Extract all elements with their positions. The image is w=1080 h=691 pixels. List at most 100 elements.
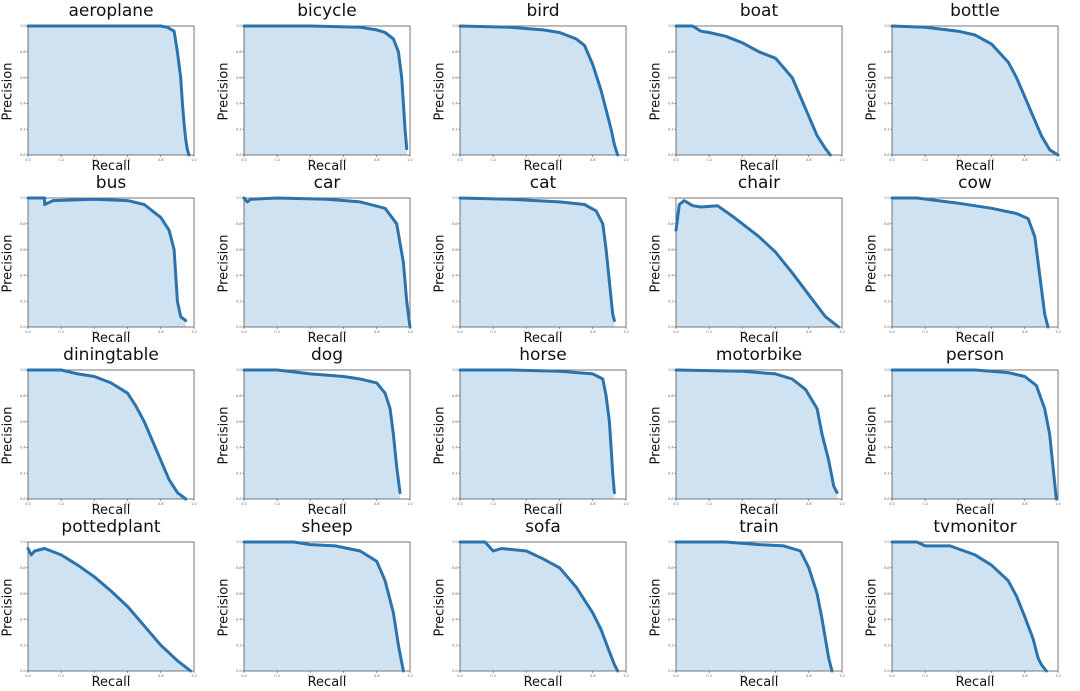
x-tick-label: 0.0	[457, 330, 463, 334]
y-tick-label: 0.6	[20, 592, 26, 596]
x-tick-label: 0.4	[956, 158, 962, 162]
x-tick-label: 1.0	[623, 330, 629, 334]
x-tick-label: 1.0	[623, 502, 629, 506]
x-tick-label: 0.8	[374, 330, 380, 334]
x-tick-label: 0.2	[490, 502, 496, 506]
x-axis-label: Recall	[523, 503, 563, 518]
y-tick-label: 0.6	[884, 76, 890, 80]
x-tick-label: 0.4	[524, 674, 530, 678]
y-tick-label: 0.6	[452, 76, 458, 80]
x-tick-label: 0.0	[673, 330, 679, 334]
x-tick-label: 0.0	[25, 674, 31, 678]
x-tick-label: 1.0	[623, 158, 629, 162]
x-tick-label: 0.0	[457, 502, 463, 506]
pr-curve-line	[458, 24, 620, 157]
pr-curve-line	[242, 540, 405, 673]
y-tick-label: 1.0	[452, 24, 458, 28]
y-tick-label: 0.8	[20, 394, 26, 398]
y-tick-label: 0.4	[452, 446, 458, 450]
y-tick-label: 0.4	[668, 102, 674, 106]
y-tick-label: 0.0	[668, 153, 674, 157]
y-tick-label: 1.0	[884, 368, 890, 372]
chart-title: car	[313, 173, 341, 193]
pr-curve-plot: 0.0 0.2 0.4 0.6 0.8 1.0 0.0 0.2 0.4 0.6 0.8 1.0	[236, 540, 413, 678]
y-tick-label: 0.8	[236, 566, 242, 570]
plot-frame	[27, 197, 195, 328]
y-tick-label: 0.4	[452, 274, 458, 278]
y-tick-label: 0.4	[884, 274, 890, 278]
chart-panel-sofa: sofa Recall Precision 0.0 0.2 0.4 0.6 0.8 1.0 0.0…	[432, 517, 648, 690]
x-tick-label: 0.2	[490, 674, 496, 678]
y-tick-label: 0.2	[452, 127, 458, 131]
x-axis-label: Recall	[307, 159, 347, 174]
x-tick-label: 1.0	[191, 674, 197, 678]
x-tick-label: 0.6	[125, 502, 131, 506]
y-tick-label: 0.6	[668, 248, 674, 252]
y-tick-label: 0.4	[452, 618, 458, 622]
x-tick-label: 0.0	[25, 502, 31, 506]
x-tick-label: 0.0	[241, 158, 247, 162]
y-tick-label: 0.0	[884, 325, 890, 329]
y-tick-label: 0.0	[668, 497, 674, 501]
x-tick-label: 0.0	[457, 674, 463, 678]
chart-panel-chair: chair Recall Precision 0.0 0.2 0.4 0.6 0.8 1.0 0.…	[648, 173, 864, 346]
y-tick-label: 0.6	[452, 248, 458, 252]
pr-curve-plot: 0.0 0.2 0.4 0.6 0.8 1.0 0.0 0.2 0.4 0.6 0.8 1.0	[884, 368, 1061, 506]
y-tick-label: 1.0	[668, 196, 674, 200]
x-tick-label: 0.8	[806, 502, 812, 506]
chart-panel-bicycle: bicycle Recall Precision 0.0 0.2 0.4 0.6 0.8 1.0…	[216, 1, 432, 174]
pr-curve-line	[674, 24, 832, 157]
pr-area-fill	[676, 542, 832, 671]
pr-curve-plot: 0.0 0.2 0.4 0.6 0.8 1.0 0.0 0.2 0.4 0.6 0.8 1.0	[452, 196, 629, 334]
x-axis-label: Recall	[955, 675, 995, 690]
pr-curve-line	[458, 196, 616, 323]
y-tick-label: 0.0	[20, 325, 26, 329]
x-tick-label: 0.4	[740, 502, 746, 506]
y-tick-label: 1.0	[20, 196, 26, 200]
y-tick-label: 0.2	[20, 127, 26, 131]
y-tick-label: 0.0	[236, 153, 242, 157]
plot-frame	[459, 541, 627, 672]
x-tick-label: 0.6	[989, 330, 995, 334]
y-tick-label: 0.8	[668, 566, 674, 570]
y-tick-label: 0.2	[668, 299, 674, 303]
plot-frame	[243, 541, 411, 672]
x-tick-label: 0.6	[125, 158, 131, 162]
y-tick-label: 1.0	[884, 24, 890, 28]
pr-area-fill	[892, 198, 1048, 327]
x-tick-label: 0.0	[25, 330, 31, 334]
chart-title: cow	[958, 173, 992, 193]
x-tick-label: 0.2	[274, 330, 280, 334]
pr-curve-line	[674, 540, 834, 673]
y-tick-label: 0.6	[236, 76, 242, 80]
pr-curve-line	[674, 199, 841, 329]
pr-curve-plot: 0.0 0.2 0.4 0.6 0.8 1.0 0.0 0.2 0.4 0.6 0.8 1.0	[668, 368, 845, 506]
pr-curve-plot: 0.0 0.2 0.4 0.6 0.8 1.0 0.0 0.2 0.4 0.6 0.8 1.0	[452, 368, 629, 506]
x-tick-label: 0.2	[490, 330, 496, 334]
x-tick-label: 0.4	[740, 158, 746, 162]
plot-frame	[891, 25, 1059, 156]
pr-curve-plot: 0.0 0.2 0.4 0.6 0.8 1.0 0.0 0.2 0.4 0.6 0.8 1.0	[20, 196, 197, 334]
y-tick-label: 0.6	[668, 592, 674, 596]
pr-curve-line	[458, 540, 620, 673]
pr-curve-plot: 0.0 0.2 0.4 0.6 0.8 1.0 0.0 0.2 0.4 0.6 0.8 1.0	[236, 24, 413, 162]
pr-curve-plot: 0.0 0.2 0.4 0.6 0.8 1.0 0.0 0.2 0.4 0.6 0.8 1.0	[884, 196, 1061, 334]
x-tick-label: 0.8	[806, 674, 812, 678]
x-axis-label: Recall	[955, 159, 995, 174]
x-tick-label: 0.4	[92, 502, 98, 506]
pr-area-fill	[460, 542, 618, 671]
y-tick-label: 0.0	[236, 669, 242, 673]
y-tick-label: 1.0	[20, 24, 26, 28]
pr-curve-line	[26, 24, 191, 157]
chart-panel-train: train Recall Precision 0.0 0.2 0.4 0.6 0.8 1.0 0.…	[648, 517, 864, 690]
plot-frame	[675, 369, 843, 500]
y-tick-label: 0.0	[668, 325, 674, 329]
y-tick-label: 0.6	[668, 420, 674, 424]
y-tick-label: 0.0	[452, 153, 458, 157]
x-tick-label: 0.4	[524, 330, 530, 334]
pr-area-fill	[892, 26, 1058, 155]
plot-frame	[459, 25, 627, 156]
x-tick-label: 0.6	[989, 674, 995, 678]
x-axis-label: Recall	[91, 331, 131, 346]
